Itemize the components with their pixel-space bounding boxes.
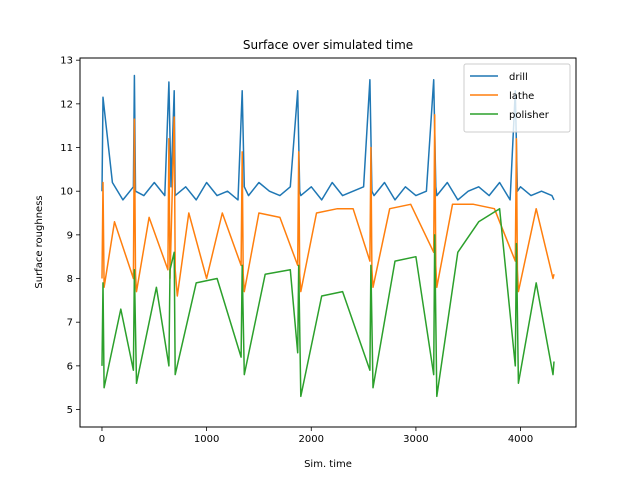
x-tick-label: 0 — [99, 434, 105, 445]
y-tick-label: 10 — [60, 187, 73, 198]
y-tick-label: 13 — [60, 56, 73, 67]
series-layer — [101, 74, 555, 398]
y-tick-label: 11 — [60, 143, 73, 154]
y-tick-label: 8 — [67, 274, 73, 285]
x-ticks: 0 1000 2000 3000 4000 — [99, 427, 533, 445]
series-line-drill — [101, 74, 555, 201]
y-ticks: 5 6 7 8 9 10 11 12 13 — [60, 56, 80, 416]
y-tick-label: 12 — [60, 99, 73, 110]
series-line-lathe — [101, 114, 555, 297]
legend-box — [463, 63, 571, 133]
series-line-polisher — [101, 207, 555, 398]
legend-label-polisher: polisher — [509, 110, 550, 121]
x-axis-label: Sim. time — [304, 459, 352, 470]
plot-frame — [79, 57, 577, 428]
legend: drill lathe polisher — [463, 63, 571, 133]
x-tick-label: 4000 — [508, 434, 533, 445]
chart-title: Surface over simulated time — [243, 38, 413, 52]
x-tick-label: 3000 — [403, 434, 428, 445]
y-tick-label: 6 — [67, 361, 73, 372]
y-tick-label: 7 — [67, 318, 73, 329]
x-tick-label: 1000 — [194, 434, 219, 445]
y-tick-label: 9 — [67, 230, 73, 241]
axes-layer — [79, 57, 577, 428]
y-tick-label: 5 — [67, 405, 73, 416]
y-axis-label: Surface roughness — [34, 195, 45, 288]
legend-label-lathe: lathe — [509, 91, 534, 102]
legend-label-drill: drill — [509, 72, 528, 83]
x-tick-label: 2000 — [299, 434, 324, 445]
